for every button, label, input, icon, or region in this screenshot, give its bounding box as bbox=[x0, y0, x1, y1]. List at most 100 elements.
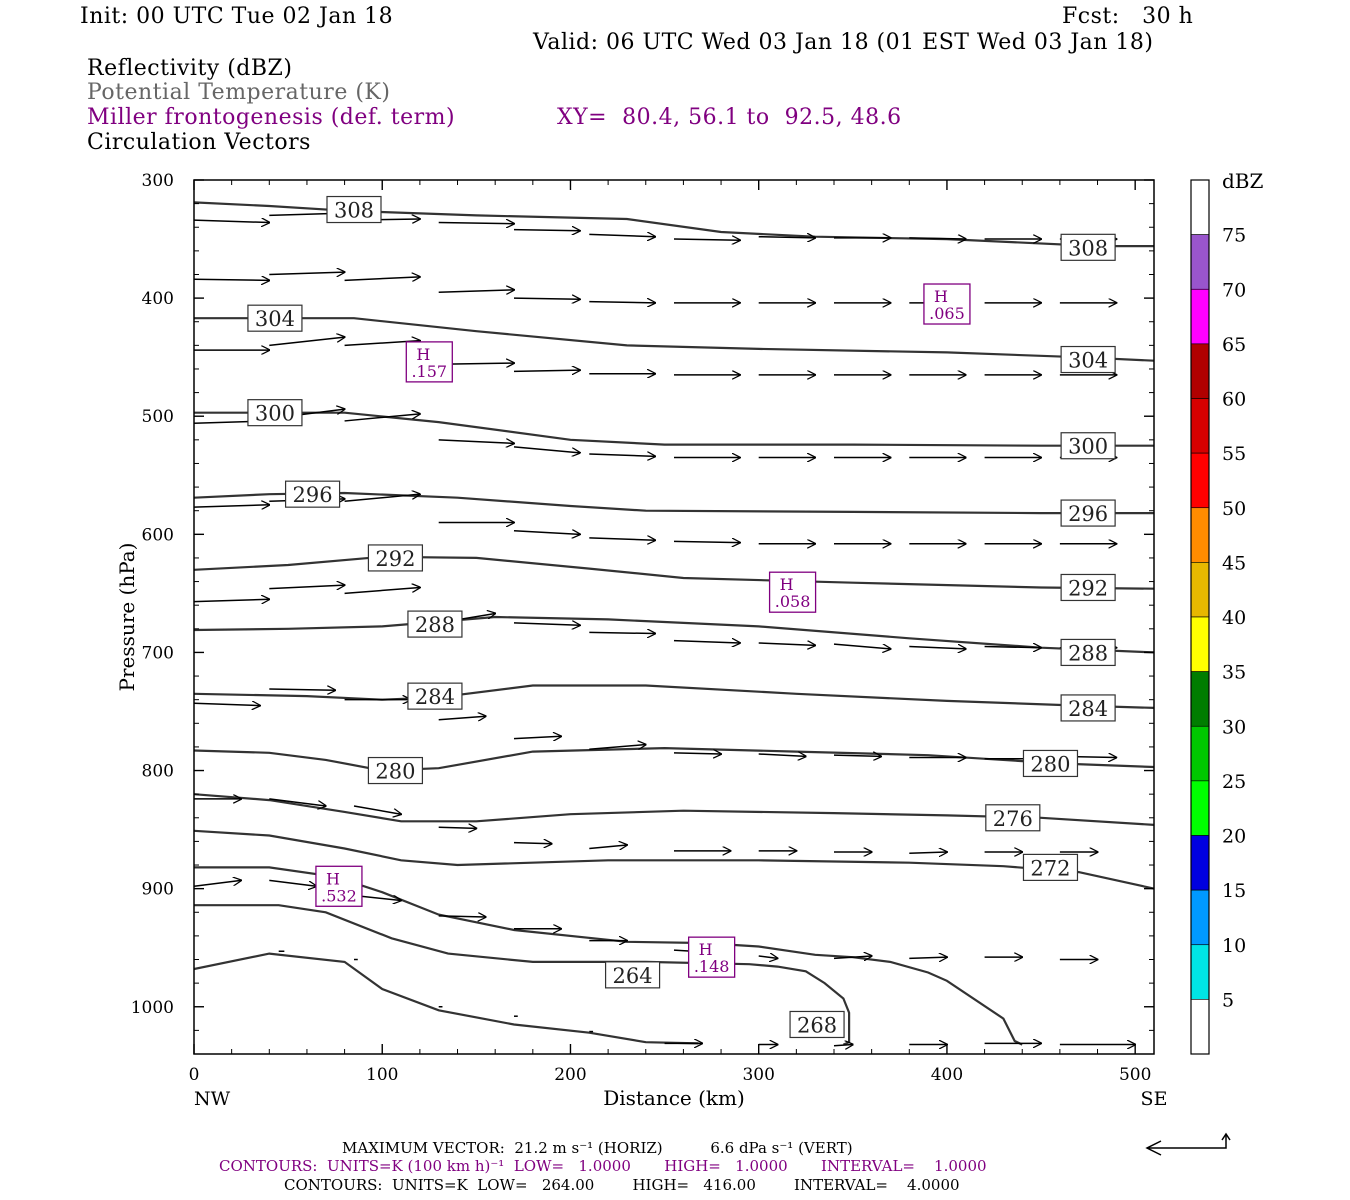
colorbar-swatch bbox=[1190, 780, 1210, 836]
contour-label-text: 276 bbox=[993, 807, 1033, 831]
contour-label-264: 264 bbox=[604, 961, 661, 989]
y-tick-label: 900 bbox=[142, 880, 174, 900]
frontogenesis-max-symbol: H bbox=[699, 940, 713, 959]
colorbar-level-label: 65 bbox=[1222, 334, 1246, 356]
y-tick-label: 800 bbox=[142, 762, 174, 782]
circulation-vector bbox=[194, 599, 269, 601]
y-tick-label: 700 bbox=[142, 643, 174, 663]
frontogenesis-max-value: .148 bbox=[694, 957, 730, 976]
theta-contour-304 bbox=[194, 317, 1154, 362]
frontogenesis-max-symbol: H bbox=[326, 869, 340, 888]
contour-label-text: 264 bbox=[613, 964, 653, 988]
contour-label-300: 300 bbox=[247, 399, 303, 427]
x-tick-label: 0 bbox=[189, 1065, 200, 1085]
theta-contour-308 bbox=[194, 201, 1154, 248]
circulation-vector bbox=[673, 641, 740, 643]
circulation-vector bbox=[984, 647, 1041, 648]
footer-contours-frontogenesis: CONTOURS: UNITS=K (100 km h)⁻¹ LOW= 1.00… bbox=[219, 1157, 987, 1175]
circulation-vector bbox=[438, 827, 477, 828]
frontogenesis-max-symbol: H bbox=[416, 345, 430, 364]
frontogenesis-max: H.065 bbox=[923, 283, 971, 325]
contour-label-text: 304 bbox=[1068, 349, 1108, 373]
colorbar-swatch bbox=[1190, 288, 1210, 345]
contour-label-296: 296 bbox=[1060, 499, 1116, 527]
circulation-vector bbox=[589, 538, 655, 540]
circulation-vector bbox=[909, 957, 947, 958]
theta-contour-284 bbox=[194, 684, 1154, 709]
theta-contour-264 bbox=[194, 866, 1023, 1046]
theta-contour-268 bbox=[194, 904, 851, 1046]
contour-label-text: 308 bbox=[1068, 236, 1108, 260]
circulation-vector bbox=[758, 643, 815, 645]
colorbar-frame bbox=[1190, 179, 1210, 1055]
reflectivity-colorbar: 5 10 15 20 25 30 35 40 45 50 55 60 65 70 75 bbox=[1190, 179, 1246, 1055]
circulation-vector bbox=[673, 753, 721, 754]
circulation-vector bbox=[909, 238, 965, 239]
colorbar-swatch bbox=[1190, 671, 1210, 727]
circulation-vector bbox=[194, 703, 260, 705]
circulation-vector bbox=[194, 880, 241, 888]
field-circulation-vectors: Circulation Vectors bbox=[87, 130, 311, 155]
contour-label-308: 308 bbox=[1060, 233, 1116, 261]
colorbar-level-label: 25 bbox=[1222, 771, 1246, 793]
contour-label-308: 308 bbox=[326, 195, 382, 224]
circulation-vector bbox=[673, 541, 740, 542]
frontogenesis-max-symbol: H bbox=[780, 575, 794, 594]
circulation-vector bbox=[513, 370, 580, 371]
frontogenesis-max: H.157 bbox=[405, 341, 453, 383]
colorbar-swatch bbox=[1190, 343, 1210, 399]
circulation-vector bbox=[194, 279, 269, 280]
contour-label-text: 288 bbox=[1068, 641, 1108, 665]
contour-label-text: 292 bbox=[375, 547, 415, 571]
forecast-hour: Fcst: 30 h bbox=[1062, 4, 1194, 29]
plot-frame bbox=[193, 179, 1155, 1055]
colorbar-level-label: 35 bbox=[1222, 662, 1246, 684]
contour-label-text: 296 bbox=[293, 483, 333, 507]
frontogenesis-max-symbol: H bbox=[934, 287, 948, 306]
colorbar-swatch bbox=[1190, 725, 1210, 782]
x-tick-label: 400 bbox=[931, 1065, 963, 1085]
colorbar-swatch bbox=[1190, 398, 1210, 454]
colorbar-swatch bbox=[1190, 999, 1210, 1055]
circulation-vector bbox=[269, 689, 335, 690]
valid-time: Valid: 06 UTC Wed 03 Jan 18 (01 EST Wed … bbox=[533, 30, 1154, 55]
x-end-label-nw: NW bbox=[194, 1088, 231, 1110]
circulation-vector bbox=[909, 852, 947, 853]
circulation-vector bbox=[194, 505, 269, 507]
contour-label-292: 292 bbox=[367, 544, 424, 572]
colorbar-swatch bbox=[1190, 452, 1210, 509]
contour-label-text: 284 bbox=[1068, 697, 1108, 721]
footer-max-vector: MAXIMUM VECTOR: 21.2 m s⁻¹ (HORIZ) 6.6 d… bbox=[342, 1139, 853, 1157]
circulation-vector bbox=[438, 916, 486, 917]
contour-label-text: 284 bbox=[415, 685, 455, 709]
colorbar-level-label: 5 bbox=[1222, 989, 1234, 1011]
x-tick-label: 500 bbox=[1119, 1065, 1151, 1085]
circulation-vector bbox=[758, 956, 778, 958]
circulation-vector bbox=[344, 414, 420, 422]
contour-label-text: 296 bbox=[1068, 502, 1108, 526]
circulation-vector bbox=[589, 845, 627, 849]
theta-contour-264 bbox=[194, 952, 699, 1045]
colorbar-swatch bbox=[1190, 944, 1210, 1000]
circulation-vector bbox=[513, 623, 580, 625]
circulation-vector bbox=[673, 239, 740, 240]
circulation-vector bbox=[269, 798, 325, 806]
colorbar-level-label: 45 bbox=[1222, 552, 1246, 574]
circulation-vector bbox=[353, 805, 401, 814]
circulation-vector bbox=[438, 290, 514, 292]
x-axis-label: Distance (km) bbox=[603, 1086, 745, 1110]
circulation-vector bbox=[513, 531, 580, 535]
contour-label-284: 284 bbox=[1060, 694, 1116, 722]
circulation-vector bbox=[438, 223, 514, 224]
x-tick-label: 100 bbox=[366, 1065, 398, 1085]
colorbar-level-label: 70 bbox=[1222, 279, 1246, 301]
circulation-vector bbox=[344, 494, 420, 503]
colorbar-swatch bbox=[1190, 562, 1210, 618]
theta-contour-300 bbox=[194, 411, 1154, 447]
contour-label-text: 280 bbox=[1030, 752, 1070, 776]
contour-label-text: 308 bbox=[334, 199, 374, 223]
colorbar-swatch bbox=[1190, 616, 1210, 672]
circulation-vector bbox=[909, 647, 965, 649]
